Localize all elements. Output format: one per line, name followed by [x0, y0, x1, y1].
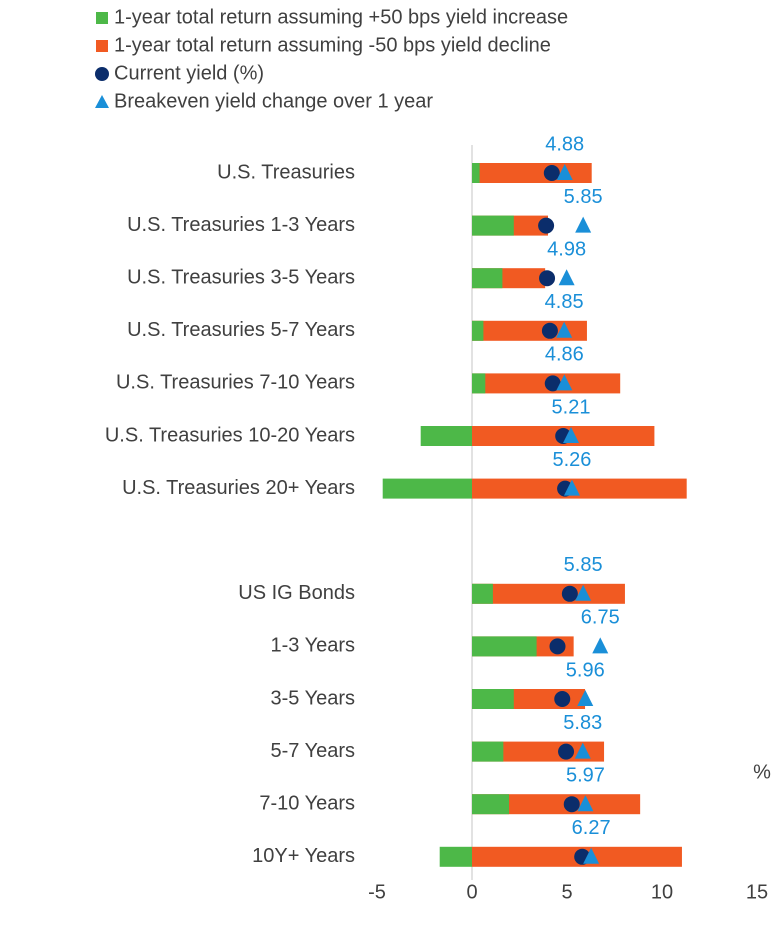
current-yield-marker	[538, 217, 555, 234]
data-label: 5.21	[552, 396, 591, 418]
breakeven-marker	[556, 374, 573, 391]
breakeven-marker	[592, 637, 609, 654]
current-yield-marker	[539, 270, 556, 287]
bar	[472, 478, 687, 499]
y-tick-label: 3-5 Years	[270, 687, 355, 709]
legend-label: 1-year total return assuming +50 bps yie…	[114, 6, 568, 28]
current-yield-marker	[558, 743, 575, 760]
legend-swatch	[96, 12, 108, 24]
bar	[439, 846, 472, 867]
bar	[472, 583, 625, 604]
bar	[472, 215, 514, 236]
y-tick-label: U.S. Treasuries 7-10 Years	[116, 372, 355, 394]
bar	[472, 794, 510, 815]
current-yield-marker	[561, 585, 578, 602]
y-tick-label: 7-10 Years	[259, 792, 355, 814]
bar	[472, 163, 480, 183]
y-tick-label: 1-3 Years	[270, 635, 355, 657]
x-tick-label: 10	[651, 881, 673, 903]
data-label: 5.85	[564, 186, 603, 208]
legend-swatch	[96, 40, 108, 52]
legend-label: Breakeven yield change over 1 year	[114, 90, 433, 112]
bar	[472, 268, 503, 289]
y-tick-label: U.S. Treasuries 20+ Years	[122, 477, 355, 499]
data-label: 5.97	[566, 764, 605, 786]
bar	[420, 426, 472, 446]
bar	[472, 583, 493, 604]
bar	[472, 320, 484, 341]
bar	[472, 163, 592, 183]
bar	[472, 689, 514, 709]
y-tick-label: U.S. Treasuries 3-5 Years	[127, 266, 355, 288]
y-tick-label: 5-7 Years	[270, 740, 355, 762]
bar	[472, 636, 537, 657]
data-label: 5.85	[564, 554, 603, 576]
legend-swatch	[95, 67, 109, 81]
y-tick-label: U.S. Treasuries 5-7 Years	[127, 319, 355, 341]
breakeven-marker	[563, 479, 580, 496]
data-label: 5.26	[552, 449, 591, 471]
data-label: 4.88	[545, 133, 584, 155]
current-yield-marker	[544, 375, 561, 392]
x-tick-label: 15	[746, 881, 768, 903]
breakeven-marker	[558, 269, 575, 286]
data-label: 6.27	[572, 817, 611, 839]
y-tick-label: U.S. Treasuries 1-3 Years	[127, 214, 355, 236]
breakeven-marker	[577, 795, 594, 812]
breakeven-marker	[556, 164, 573, 180]
current-yield-marker	[563, 796, 580, 813]
breakeven-marker	[583, 847, 600, 864]
data-label: 4.98	[547, 238, 586, 260]
bar	[472, 794, 641, 815]
current-yield-marker	[549, 638, 566, 655]
y-tick-label: U.S. Treasuries	[217, 161, 355, 183]
current-yield-marker	[554, 691, 571, 707]
legend-label: Current yield (%)	[114, 62, 264, 84]
data-label: 4.85	[545, 291, 584, 313]
bar	[382, 478, 472, 499]
legend-label: 1-year total return assuming -50 bps yie…	[114, 34, 551, 56]
x-axis-label: %	[753, 761, 771, 783]
x-tick-label: -5	[368, 881, 386, 903]
data-label: 5.96	[566, 659, 605, 681]
y-tick-label: US IG Bonds	[238, 582, 355, 604]
data-label: 4.86	[545, 344, 584, 366]
data-label: 6.75	[581, 607, 620, 629]
x-tick-label: 0	[466, 881, 477, 903]
bar	[472, 741, 504, 762]
data-label: 5.83	[563, 712, 602, 734]
breakeven-marker	[562, 427, 579, 443]
breakeven-marker	[575, 584, 592, 601]
x-tick-label: 5	[561, 881, 572, 903]
current-yield-marker	[543, 165, 560, 181]
y-tick-label: 10Y+ Years	[252, 845, 355, 867]
breakeven-marker	[577, 690, 594, 706]
breakeven-marker	[575, 216, 592, 233]
y-tick-label: U.S. Treasuries 10-20 Years	[105, 424, 355, 446]
breakeven-marker	[556, 321, 573, 338]
legend-swatch	[95, 95, 109, 108]
bar	[472, 373, 486, 394]
breakeven-marker	[574, 742, 591, 759]
current-yield-marker	[541, 322, 558, 339]
